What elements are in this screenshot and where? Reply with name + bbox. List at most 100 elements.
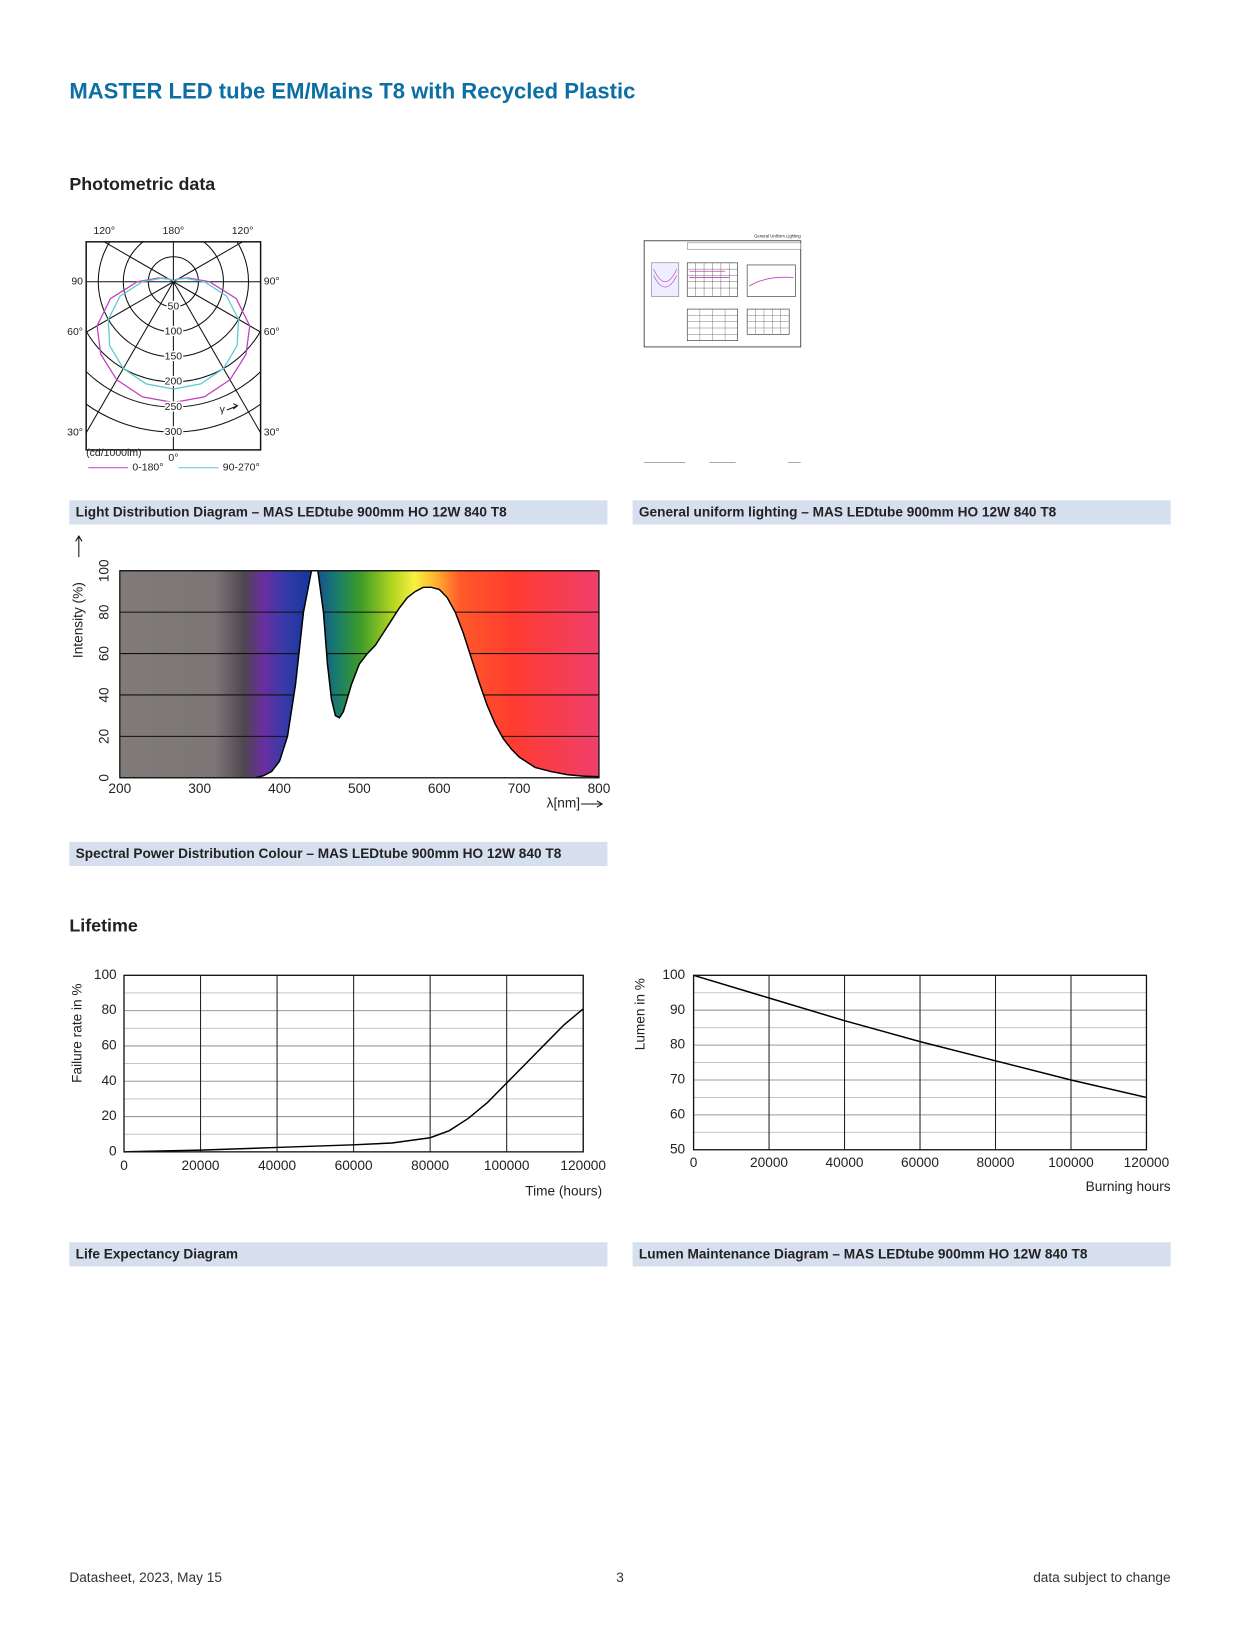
thumbnail-curve (689, 270, 730, 278)
axis-arrow (75, 535, 83, 558)
x-tick-label: 60000 (335, 1158, 373, 1173)
polar-grid (86, 241, 261, 450)
intensity-curve (96, 277, 174, 404)
angle-tick-label: 60° (264, 326, 280, 338)
charts: 120° 180° 90 60° 30° 0° 120° 90° 60° 30° 0-180° 90-… (67, 225, 1171, 1198)
y-tick-label: 60 (670, 1106, 686, 1121)
angle-tick-label: 120° (93, 225, 115, 237)
radial-tick-label: 50 (168, 301, 180, 313)
y-tick-label: 100 (97, 559, 112, 582)
radial-tick-label: 100 (165, 326, 183, 338)
x-tick-label: 100000 (1048, 1155, 1094, 1170)
x-tick-label: 40000 (826, 1155, 864, 1170)
y-tick-label: 40 (97, 687, 112, 703)
y-tick-label: 80 (97, 604, 112, 620)
x-tick-label: 60000 (901, 1155, 939, 1170)
angle-tick-label: 120° (232, 225, 254, 237)
y-tick-label: 0 (109, 1143, 117, 1158)
thumbnail-grid (687, 262, 738, 297)
footer-right: data subject to change (1033, 1570, 1170, 1585)
angle-grid-line (86, 281, 174, 333)
plot-frame (123, 974, 584, 1153)
intensity-curve (173, 277, 251, 404)
caption: Lumen Maintenance Diagram – MAS LEDtube … (639, 1246, 1088, 1261)
caption: General uniform lighting – MAS LEDtube 9… (639, 505, 1057, 520)
x-tick-label: 0 (120, 1158, 128, 1173)
x-axis-label: Time (hours) (525, 1183, 602, 1198)
y-tick-label: 100 (94, 967, 117, 982)
angle-grid-line (103, 241, 174, 283)
intensity-curve (173, 277, 240, 390)
y-tick-label: 80 (670, 1037, 686, 1052)
area-chart: 0 20 40 60 80 100 200 300 400 500 600 700 800 Intensi… (70, 535, 611, 811)
y-tick-label: 70 (670, 1072, 686, 1087)
angle-grid-line (173, 281, 261, 333)
x-axis-label: λ[nm] (547, 796, 580, 811)
plot-frame (119, 570, 600, 779)
radial-tick-label: 250 (165, 401, 183, 413)
area-fill (255, 570, 599, 778)
x-tick-label: 20000 (182, 1158, 220, 1173)
y-tick-label: 90 (670, 1002, 686, 1017)
data-line (123, 1008, 584, 1153)
x-tick-label: 120000 (560, 1158, 606, 1173)
angle-grid-line (172, 281, 261, 434)
data-line (693, 974, 1147, 1099)
angle-tick-label: 180° (163, 225, 185, 237)
footer-left: Datasheet, 2023, May 15 (69, 1570, 222, 1585)
y-tick-label: 0 (97, 774, 112, 782)
x-axis-label: Burning hours (1086, 1179, 1171, 1194)
angle-tick-label: 0° (168, 452, 178, 464)
legend-label: 0-180° (132, 462, 163, 474)
x-tick-label: 80000 (411, 1158, 449, 1173)
page-title: MASTER LED tube EM/Mains T8 with Recycle… (69, 78, 635, 103)
plot-frame (692, 974, 1148, 1151)
y-tick-label: 40 (101, 1073, 117, 1088)
angle-grid-line (173, 241, 243, 283)
axis-arrow (581, 800, 604, 808)
page-number: 3 (616, 1570, 624, 1585)
caption: Light Distribution Diagram – MAS LEDtube… (76, 505, 507, 520)
legend-label: 90-270° (223, 462, 260, 474)
x-tick-label: 800 (588, 781, 611, 796)
y-axis-label: Failure rate in % (69, 983, 84, 1082)
y-tick-label: 20 (97, 728, 112, 744)
angle-tick-label: 90° (264, 276, 280, 288)
x-tick-label: 20000 (750, 1155, 788, 1170)
thumbnail-box (746, 264, 796, 297)
caption-bar (632, 500, 1171, 525)
radial-tick-label: 300 (165, 426, 183, 438)
x-tick-label: 500 (348, 781, 371, 796)
data-line (255, 570, 600, 779)
thumbnail: General Uniform Lighting (643, 234, 801, 463)
radial-tick-label: 150 (165, 351, 183, 363)
caption-bar (69, 500, 608, 525)
thumbnail-table (687, 309, 738, 341)
y-tick-label: 80 (101, 1002, 117, 1017)
caption: Spectral Power Distribution Colour – MAS… (76, 846, 562, 861)
x-tick-label: 400 (268, 781, 291, 796)
polar-frame (85, 241, 262, 451)
y-tick-label: 20 (101, 1108, 117, 1123)
annotation-arrow (226, 403, 239, 411)
line-chart: 0 20 40 60 80 100 0 20000 40000 60000 80000 100000 1… (69, 967, 606, 1198)
x-tick-label: 100000 (484, 1158, 530, 1173)
y-tick-label: 60 (101, 1038, 117, 1053)
x-tick-label: 200 (108, 781, 131, 796)
angle-tick-label: 30° (67, 427, 83, 439)
polar-chart: 120° 180° 90 60° 30° 0° 120° 90° 60° 30° 0-180° 90-… (67, 225, 280, 474)
thumbnail-box (687, 242, 801, 250)
angle-tick-label: 90 (71, 276, 83, 288)
x-tick-label: 40000 (258, 1158, 296, 1173)
section-heading: Lifetime (69, 916, 138, 936)
x-tick-label: 700 (508, 781, 531, 796)
section-heading: Photometric data (69, 174, 216, 194)
x-tick-label: 300 (188, 781, 211, 796)
caption-bar (632, 1242, 1171, 1267)
y-tick-label: 50 (670, 1141, 686, 1156)
caption: Life Expectancy Diagram (76, 1246, 238, 1261)
y-tick-label: 100 (662, 967, 685, 982)
thumbnail-curve (653, 269, 678, 288)
